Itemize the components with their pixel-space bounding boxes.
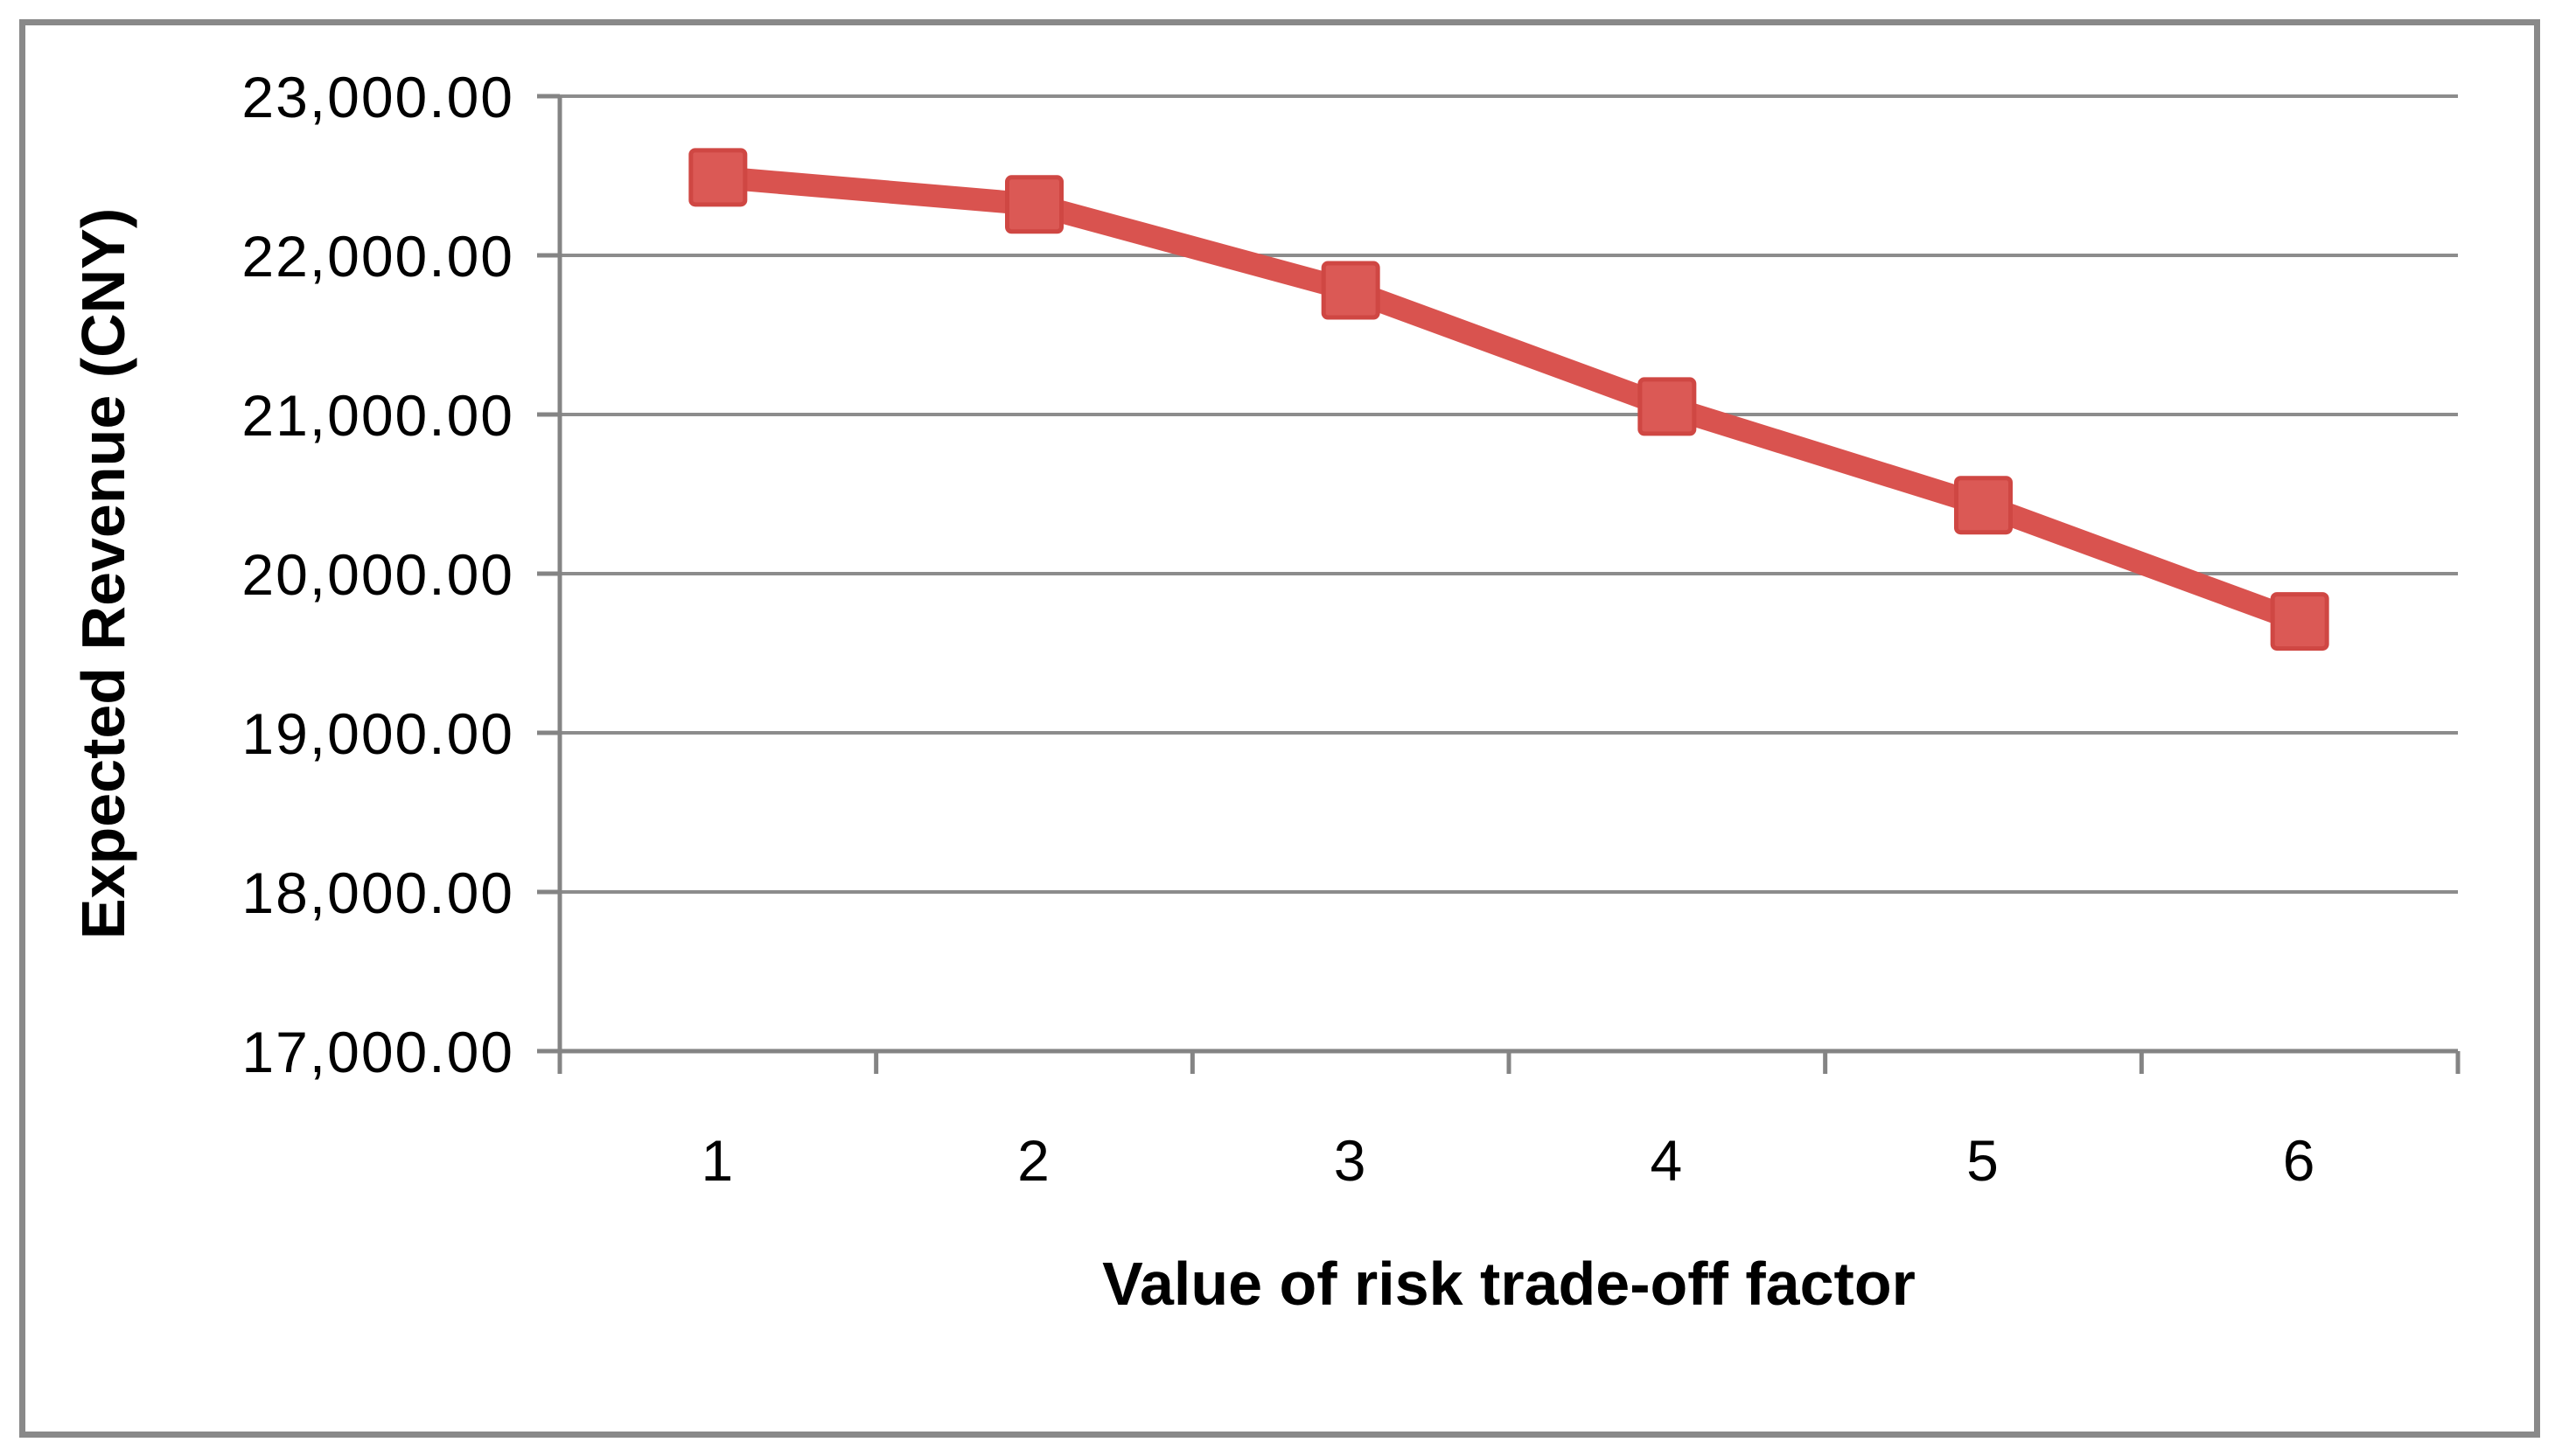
y-axis-title: Expected Revenue (CNY) — [69, 208, 137, 939]
x-tick-label: 1 — [701, 1128, 735, 1193]
y-tick-label: 17,000.00 — [241, 1020, 514, 1084]
axis-ticks — [537, 94, 2461, 1074]
y-tick-label: 19,000.00 — [241, 701, 514, 766]
data-marker — [688, 148, 748, 207]
y-tick-label: 23,000.00 — [241, 65, 514, 129]
gridlines — [560, 94, 2458, 894]
x-tick-label: 6 — [2283, 1128, 2317, 1193]
data-marker — [1954, 476, 2013, 535]
x-tick-label: 2 — [1017, 1128, 1051, 1193]
data-marker — [1637, 377, 1697, 436]
x-tick-label: 5 — [1966, 1128, 2000, 1193]
y-tick-label: 20,000.00 — [241, 542, 514, 607]
series-line — [716, 165, 2304, 632]
y-tick-label: 21,000.00 — [241, 383, 514, 448]
data-marker — [1321, 261, 1380, 320]
y-tick-label: 22,000.00 — [241, 224, 514, 289]
x-tick-label: 4 — [1650, 1128, 1684, 1193]
x-tick-label: 3 — [1334, 1128, 1368, 1193]
tick-labels: 17,000.00 18,000.00 19,000.00 20,000.00 21,0… — [241, 65, 2317, 1193]
figure-border — [19, 19, 2540, 1438]
data-marker — [2270, 592, 2329, 651]
data-series — [688, 148, 2329, 651]
data-marker — [1005, 175, 1064, 234]
y-tick-label: 18,000.00 — [241, 860, 514, 925]
axes — [557, 96, 2458, 1054]
x-axis-title: Value of risk trade-off factor — [1102, 1250, 1916, 1318]
